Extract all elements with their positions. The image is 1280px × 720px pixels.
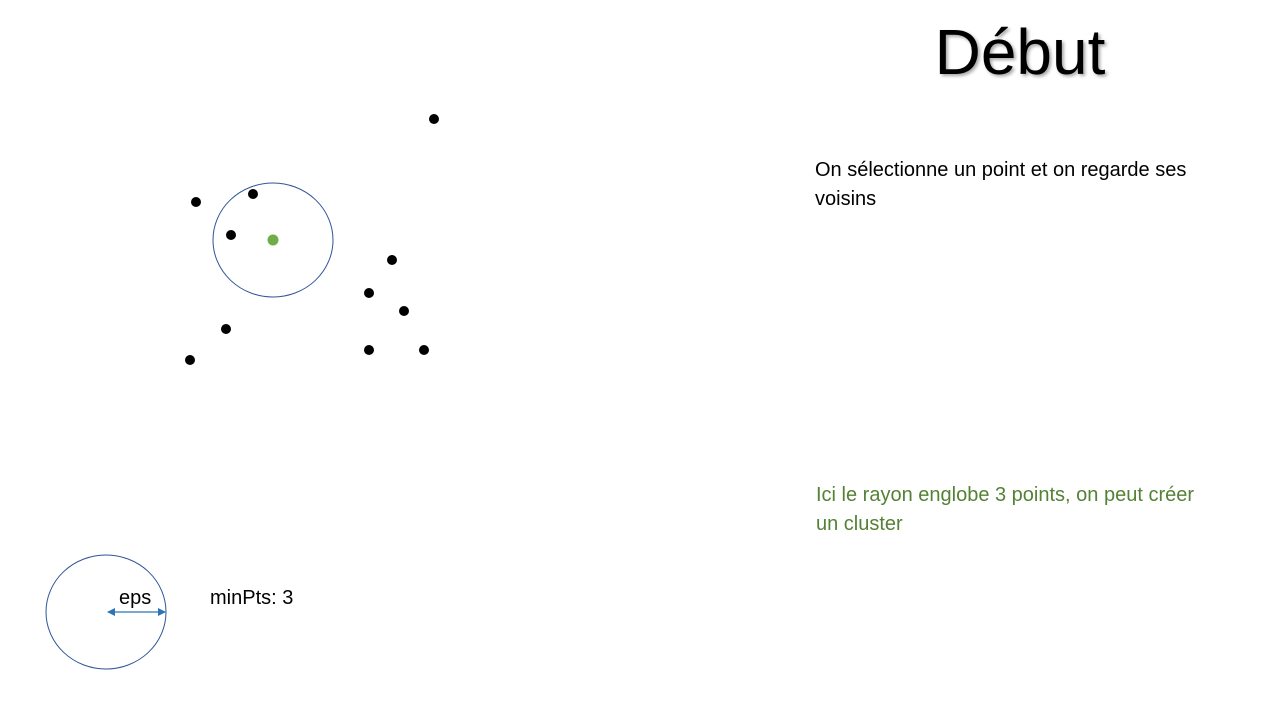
data-point xyxy=(399,306,409,316)
data-point xyxy=(387,255,397,265)
data-point xyxy=(191,197,201,207)
eps-label: eps xyxy=(119,587,152,609)
data-point xyxy=(419,345,429,355)
data-point xyxy=(364,345,374,355)
selected-point xyxy=(267,234,279,246)
data-point xyxy=(248,189,258,199)
eps-legend-circle xyxy=(45,554,167,670)
data-point xyxy=(185,355,195,365)
data-point xyxy=(364,288,374,298)
slide-title: Début xyxy=(934,16,1106,88)
data-point xyxy=(429,114,439,124)
data-point xyxy=(226,230,236,240)
description-text: On sélectionne un point et on regarde se… xyxy=(815,159,1187,210)
neighborhood-circle xyxy=(212,182,334,298)
minpts-label: minPts: 3 xyxy=(210,587,294,609)
conclusion-text: Ici le rayon englobe 3 points, on peut c… xyxy=(816,484,1195,535)
data-point xyxy=(221,324,231,334)
